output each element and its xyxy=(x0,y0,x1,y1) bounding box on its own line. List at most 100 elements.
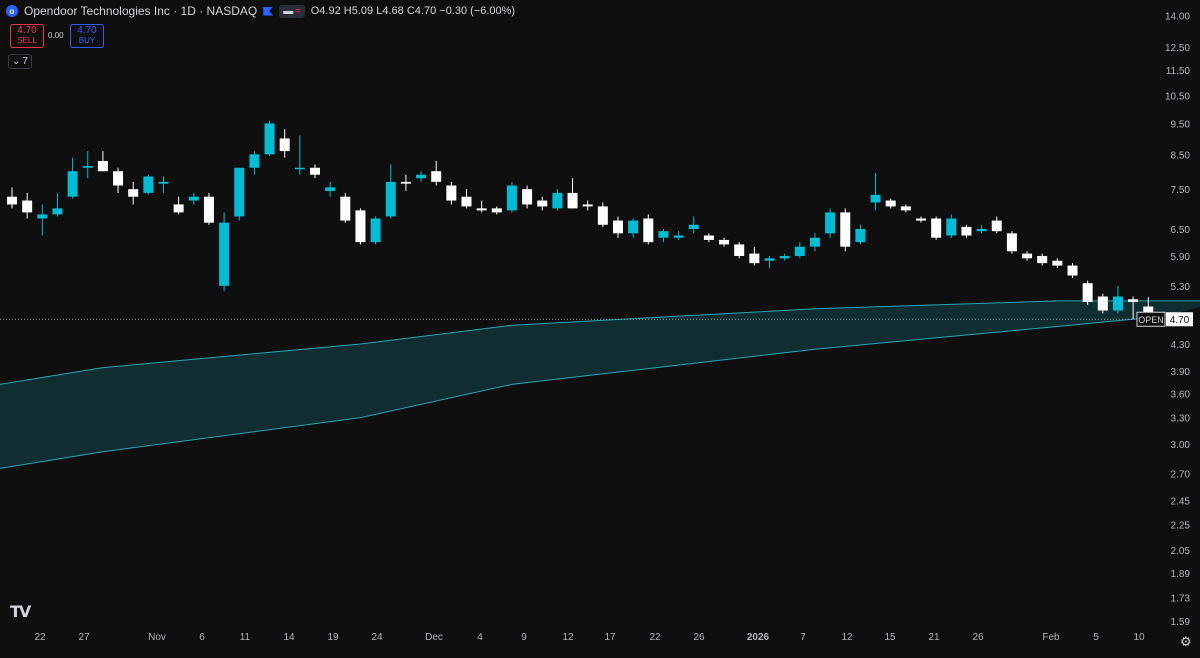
candle xyxy=(552,189,563,211)
candle xyxy=(613,216,623,238)
candle-body xyxy=(1037,255,1048,264)
y-tick-label: 14.00 xyxy=(1165,11,1190,22)
x-tick-label: 12 xyxy=(841,632,853,643)
y-tick-label: 3.60 xyxy=(1171,389,1191,400)
candle xyxy=(1082,280,1093,305)
candle xyxy=(37,204,48,236)
open-value: 4.92 xyxy=(319,5,341,17)
band-upper-line xyxy=(0,300,1200,385)
buy-button[interactable]: 4.70 BUY xyxy=(70,24,104,48)
candle-body xyxy=(400,181,411,184)
candle xyxy=(567,178,578,209)
candle xyxy=(461,189,472,209)
candle-body xyxy=(1128,299,1139,303)
y-tick-label: 1.89 xyxy=(1171,569,1191,580)
candle-body xyxy=(476,208,487,211)
candle xyxy=(370,216,381,245)
candle-body xyxy=(749,253,760,264)
x-tick-label: 2026 xyxy=(747,632,770,643)
candle xyxy=(688,216,699,234)
gear-icon[interactable]: ⚙ xyxy=(1180,634,1192,649)
candle-body xyxy=(976,229,987,232)
band-fill xyxy=(0,300,1200,469)
candle xyxy=(870,172,881,211)
symbol-title[interactable]: Opendoor Technologies Inc · 1D · NASDAQ xyxy=(24,4,258,18)
x-tick-label: 12 xyxy=(562,632,574,643)
x-tick-label: 10 xyxy=(1133,632,1145,643)
candle-body xyxy=(97,160,108,172)
candle xyxy=(582,200,593,211)
candle-body xyxy=(1006,233,1017,252)
price-tag-label: OPEN xyxy=(1138,315,1164,325)
candle-body xyxy=(446,185,457,201)
y-tick-label: 2.05 xyxy=(1171,546,1191,557)
candle-body xyxy=(340,196,351,221)
sell-label: SELL xyxy=(17,36,37,45)
open-label: O xyxy=(310,5,320,17)
candle-body xyxy=(522,189,533,205)
y-tick-label: 3.30 xyxy=(1171,414,1191,425)
flag-icon[interactable] xyxy=(263,6,274,16)
candle-body xyxy=(37,214,48,219)
candle-body xyxy=(734,244,745,256)
candle xyxy=(264,120,275,156)
x-tick-label: 15 xyxy=(884,632,896,643)
dash-icon: ▬ xyxy=(283,5,294,17)
sell-button[interactable]: 4.70 SELL xyxy=(10,24,44,48)
tradingview-logo-icon[interactable]: TV xyxy=(10,602,31,621)
candle-body xyxy=(900,206,911,211)
candle xyxy=(809,233,820,252)
candle-body xyxy=(461,196,472,207)
candle-body xyxy=(7,196,17,205)
candle xyxy=(1052,258,1063,269)
low-label: L xyxy=(376,5,383,17)
x-tick-label: 19 xyxy=(327,632,339,643)
axis-layer: 14.00 12.50 11.50 10.50 9.50 8.50 7.50 6.50 5.90… xyxy=(0,11,1193,643)
candle-body xyxy=(143,176,154,193)
y-tick-label: 6.50 xyxy=(1171,225,1191,236)
candle-body xyxy=(491,208,502,213)
x-tick-label: 6 xyxy=(199,632,205,643)
candle-body xyxy=(613,220,623,234)
candle xyxy=(1097,293,1108,314)
x-tick-label: 26 xyxy=(693,632,705,643)
candle xyxy=(885,198,896,209)
candle xyxy=(143,174,154,195)
candle-body xyxy=(113,171,124,186)
price-tag-value-box xyxy=(1166,312,1193,327)
candle xyxy=(643,214,654,245)
candle-body xyxy=(916,218,926,221)
candle-layer xyxy=(7,120,1154,321)
candle-body xyxy=(764,258,775,261)
candle-body xyxy=(1067,265,1078,276)
x-tick-label: 9 xyxy=(521,632,527,643)
indicators-toggle[interactable]: ⌄ 7 xyxy=(8,54,32,69)
candle-body xyxy=(946,218,957,236)
y-tick-label: 5.90 xyxy=(1171,252,1191,263)
y-tick-label: 2.45 xyxy=(1171,497,1191,508)
candle-body xyxy=(294,167,305,170)
y-tick-label: 3.90 xyxy=(1171,367,1191,378)
change-value: −0.30 (−6.00%) xyxy=(439,5,516,17)
candle-body xyxy=(825,212,836,234)
candle-body xyxy=(840,212,851,247)
candle xyxy=(340,192,351,223)
indicator-pill[interactable]: ▬ ≈ xyxy=(279,4,305,18)
candle xyxy=(97,151,108,172)
candle-body xyxy=(567,192,578,209)
candle xyxy=(900,204,911,213)
y-tick-label: 12.50 xyxy=(1165,43,1190,54)
price-tag: OPEN 4.70 xyxy=(1136,311,1193,327)
candle xyxy=(310,164,320,179)
candle xyxy=(234,167,245,221)
x-tick-label: 22 xyxy=(34,632,46,643)
close-label: C xyxy=(406,5,415,17)
x-tick-label: 21 xyxy=(928,632,940,643)
candle-body xyxy=(794,246,805,256)
candle xyxy=(597,202,608,227)
band-lower-line xyxy=(0,315,1164,469)
candle xyxy=(916,216,926,223)
candle xyxy=(128,181,139,205)
